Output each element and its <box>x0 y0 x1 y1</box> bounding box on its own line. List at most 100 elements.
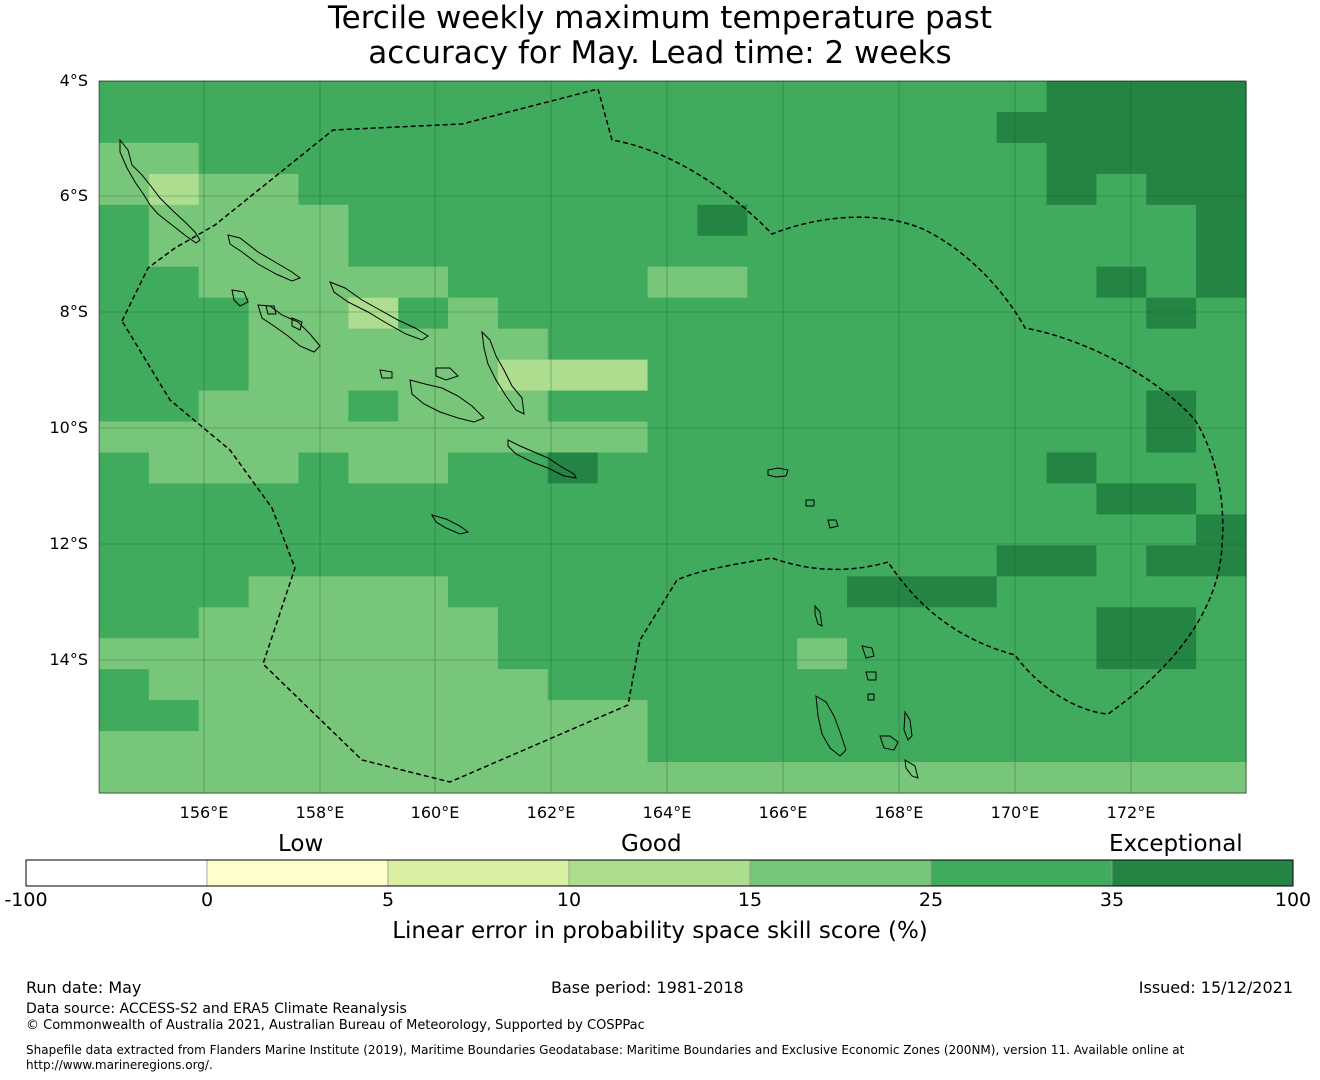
skill-cell <box>697 545 748 577</box>
skill-cell <box>1096 328 1147 361</box>
skill-cell <box>647 297 699 330</box>
skill-cell <box>497 700 549 732</box>
skill-cell <box>1096 421 1147 454</box>
skill-cell <box>198 669 250 701</box>
skill-cell <box>99 545 150 577</box>
category-exceptional: Exceptional <box>1109 831 1243 857</box>
skill-cell <box>647 483 699 515</box>
skill-cell <box>1096 452 1147 485</box>
colorbar-tick: 5 <box>381 889 395 911</box>
colorbar-segment <box>25 859 208 887</box>
skill-cell <box>148 576 200 608</box>
skill-cell <box>697 638 748 670</box>
skill-cell <box>996 700 1048 732</box>
skill-cell <box>1146 762 1197 794</box>
skill-cell <box>1046 700 1097 732</box>
skill-cell <box>1146 669 1197 701</box>
skill-cell <box>148 173 200 206</box>
skill-cell <box>198 81 250 113</box>
skill-cell <box>996 483 1048 515</box>
colorbar-tick: 35 <box>1099 889 1125 911</box>
island-treasury <box>265 305 277 315</box>
run-date: Run date: May <box>26 978 142 997</box>
skill-cell <box>847 421 898 454</box>
skill-cell <box>198 514 250 546</box>
skill-cell <box>896 731 948 763</box>
skill-cell <box>248 359 300 392</box>
skill-cell <box>946 731 998 763</box>
issued-date: Issued: 15/12/2021 <box>1138 978 1293 997</box>
skill-cell <box>398 483 449 515</box>
skill-cell <box>697 731 748 763</box>
skill-cell <box>1096 111 1147 144</box>
skill-cell <box>547 359 599 392</box>
skill-cell <box>797 266 848 299</box>
skill-cell <box>497 81 549 113</box>
skill-cell <box>448 607 499 639</box>
skill-cell <box>797 235 848 268</box>
skill-cell <box>398 142 449 175</box>
skill-cell <box>99 576 150 608</box>
skill-cell <box>348 731 399 763</box>
skill-cell <box>946 359 998 392</box>
island-banks <box>861 645 875 659</box>
skill-cell <box>1196 328 1247 361</box>
skill-cell <box>398 731 449 763</box>
skill-cell <box>1146 607 1197 639</box>
skill-cell <box>148 669 200 701</box>
skill-cell <box>597 142 649 175</box>
skill-cell <box>497 545 549 577</box>
skill-cell <box>946 297 998 330</box>
skill-cell <box>996 359 1048 392</box>
lon-label-162e: 162°E <box>526 803 576 822</box>
skill-cell <box>99 452 150 485</box>
skill-cell <box>1096 700 1147 732</box>
skill-cell <box>1146 297 1197 330</box>
skill-cell <box>597 669 649 701</box>
skill-cell <box>597 111 649 144</box>
skill-cell <box>448 452 499 485</box>
skill-cell <box>647 111 699 144</box>
island-pentecost <box>903 710 913 741</box>
skill-cell <box>896 297 948 330</box>
lat-label-6s: 6°S <box>59 186 88 205</box>
skill-cell <box>448 204 499 237</box>
skill-cell <box>198 359 250 392</box>
skill-cell <box>1096 81 1147 113</box>
skill-cell <box>847 142 898 175</box>
skill-cell <box>99 700 150 732</box>
skill-cell <box>946 235 998 268</box>
skill-cell <box>1046 111 1097 144</box>
skill-cell <box>797 421 848 454</box>
lat-label-4s: 4°S <box>59 71 88 90</box>
skill-cell <box>597 390 649 423</box>
skill-cell <box>847 700 898 732</box>
skill-cell <box>448 390 499 423</box>
skill-cell <box>1196 111 1247 144</box>
skill-cell <box>597 514 649 546</box>
skill-cell <box>697 669 748 701</box>
island-santa-isabel <box>329 281 429 341</box>
skill-cell <box>298 81 349 113</box>
colorbar-frame <box>25 859 1294 887</box>
skill-cell <box>697 204 748 237</box>
skill-cell <box>747 514 798 546</box>
skill-cell <box>747 638 798 670</box>
skill-cell <box>248 576 300 608</box>
skill-cell <box>597 483 649 515</box>
skill-cell <box>1046 359 1097 392</box>
skill-cell <box>398 607 449 639</box>
skill-cell <box>1046 576 1097 608</box>
skill-cell <box>148 545 200 577</box>
lat-label-12s: 12°S <box>49 534 88 553</box>
skill-cell <box>298 173 349 206</box>
skill-cell <box>1096 297 1147 330</box>
skill-cell <box>996 638 1048 670</box>
island-russell <box>379 369 393 379</box>
skill-cell <box>697 142 748 175</box>
skill-cell <box>946 452 998 485</box>
skill-cell <box>148 514 200 546</box>
skill-cell <box>448 762 499 794</box>
skill-cell <box>747 390 798 423</box>
skill-cell <box>647 731 699 763</box>
